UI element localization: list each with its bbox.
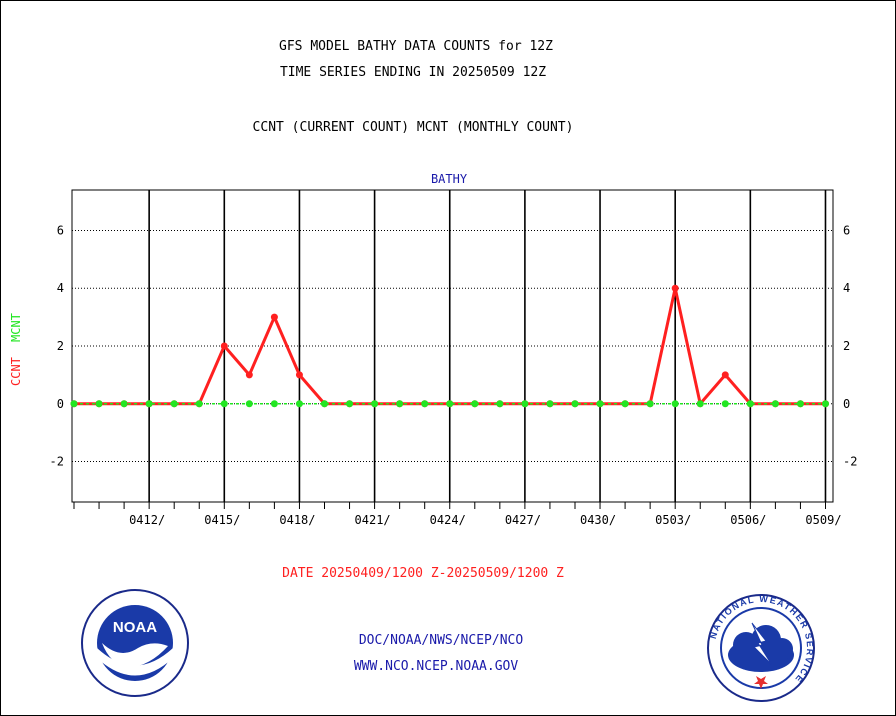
noaa-logo-icon: NOAA [80,588,190,698]
mcnt-point [496,400,504,408]
ccnt-point [295,371,303,379]
mcnt-point [546,400,554,408]
website-link[interactable]: WWW.NCO.NCEP.NOAA.GOV [353,659,519,674]
y-tick-label-right: 2 [843,339,850,353]
mcnt-point [446,400,454,408]
mcnt-point [270,400,278,408]
ccnt-point [220,342,228,350]
y-tick-label-left: -2 [50,455,64,469]
x-tick-label: 0509/ [805,513,841,527]
nws-logo-icon: NATIONAL WEATHER SERVICE [706,593,816,703]
y-tick-label-left: 0 [57,397,64,411]
x-tick-label: 0424/ [430,513,466,527]
ccnt-point [721,371,729,379]
mcnt-point [796,400,804,408]
mcnt-point [70,400,78,408]
chart-subtitle: CCNT (CURRENT COUNT) MCNT (MONTHLY COUNT… [252,120,574,135]
mcnt-point [471,400,479,408]
mcnt-point [621,400,629,408]
chart-title-line2: TIME SERIES ENDING IN 20250509 12Z [279,65,547,80]
ccnt-point [245,371,253,379]
panel-title: BATHY [430,172,468,186]
mcnt-point [421,400,429,408]
x-tick-label: 0427/ [505,513,541,527]
mcnt-point [295,400,303,408]
y-tick-label-right: 4 [843,281,850,295]
ccnt-point [671,284,679,292]
mcnt-point [521,400,529,408]
date-range: DATE 20250409/1200 Z-20250509/1200 Z [282,566,564,581]
svg-text:NOAA: NOAA [113,619,157,636]
y-tick-label-left: 4 [57,281,64,295]
mcnt-point [821,400,829,408]
ccnt-point [270,313,278,321]
mcnt-point [596,400,604,408]
mcnt-point [696,400,704,408]
mcnt-point [195,400,203,408]
y-tick-label-right: -2 [843,455,857,469]
ylabel-mcnt: MCNT [9,313,23,342]
ylabel-ccnt: CCNT [9,357,23,386]
mcnt-point [646,400,654,408]
x-tick-label: 0415/ [204,513,240,527]
mcnt-point [95,400,103,408]
mcnt-point [671,400,679,408]
x-tick-label: 0412/ [129,513,165,527]
mcnt-point [721,400,729,408]
y-tick-label-right: 0 [843,397,850,411]
x-tick-label: 0418/ [279,513,315,527]
mcnt-point [346,400,354,408]
mcnt-point [371,400,379,408]
y-tick-label-right: 6 [843,223,850,237]
chart-title-line1: GFS MODEL BATHY DATA COUNTS for 12Z [279,39,553,54]
org-path: DOC/NOAA/NWS/NCEP/NCO [358,633,524,648]
mcnt-point [170,400,178,408]
x-tick-label: 0503/ [655,513,691,527]
mcnt-point [145,400,153,408]
mcnt-point [245,400,253,408]
mcnt-point [571,400,579,408]
x-tick-label: 0430/ [580,513,616,527]
mcnt-point [220,400,228,408]
x-tick-label: 0421/ [355,513,391,527]
mcnt-point [120,400,128,408]
mcnt-point [396,400,404,408]
mcnt-point [320,400,328,408]
mcnt-point [771,400,779,408]
x-tick-label: 0506/ [730,513,766,527]
y-tick-label-left: 6 [57,223,64,237]
mcnt-point [746,400,754,408]
y-tick-label-left: 2 [57,339,64,353]
